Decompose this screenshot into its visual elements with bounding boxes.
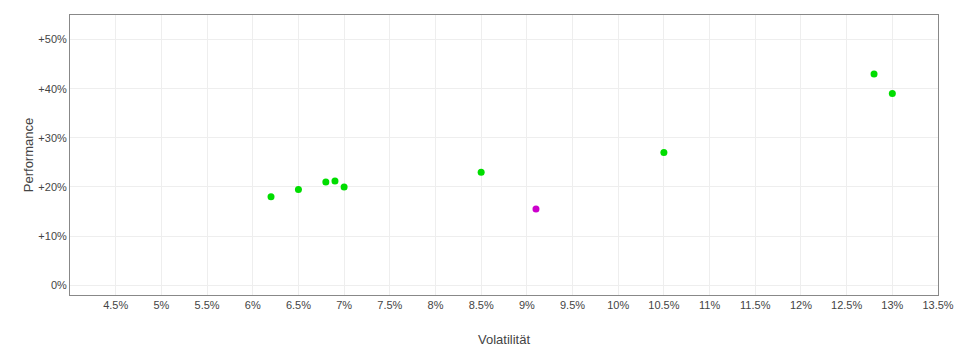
svg-text:Performance: Performance xyxy=(21,118,36,192)
svg-text:9%: 9% xyxy=(519,299,535,311)
svg-text:6.5%: 6.5% xyxy=(286,299,311,311)
svg-text:10%: 10% xyxy=(607,299,629,311)
svg-text:12.5%: 12.5% xyxy=(831,299,862,311)
svg-text:+50%: +50% xyxy=(38,33,67,45)
svg-text:6%: 6% xyxy=(245,299,261,311)
svg-text:0%: 0% xyxy=(51,279,67,291)
svg-text:5%: 5% xyxy=(153,299,169,311)
svg-text:4.5%: 4.5% xyxy=(103,299,128,311)
svg-text:11%: 11% xyxy=(699,299,720,311)
svg-text:7.5%: 7.5% xyxy=(377,299,402,311)
svg-text:11.5%: 11.5% xyxy=(740,299,771,311)
svg-text:9.5%: 9.5% xyxy=(560,299,585,311)
svg-text:Volatilität: Volatilität xyxy=(478,332,530,347)
svg-text:10.5%: 10.5% xyxy=(648,299,679,311)
svg-text:+20%: +20% xyxy=(38,181,67,193)
svg-text:+10%: +10% xyxy=(38,230,67,242)
svg-text:7%: 7% xyxy=(336,299,352,311)
svg-text:8.5%: 8.5% xyxy=(469,299,494,311)
svg-text:5.5%: 5.5% xyxy=(195,299,220,311)
svg-text:13%: 13% xyxy=(881,299,903,311)
svg-text:12%: 12% xyxy=(790,299,812,311)
svg-text:8%: 8% xyxy=(428,299,444,311)
svg-text:13.5%: 13.5% xyxy=(922,299,953,311)
svg-text:+40%: +40% xyxy=(38,83,67,95)
svg-text:+30%: +30% xyxy=(38,132,67,144)
